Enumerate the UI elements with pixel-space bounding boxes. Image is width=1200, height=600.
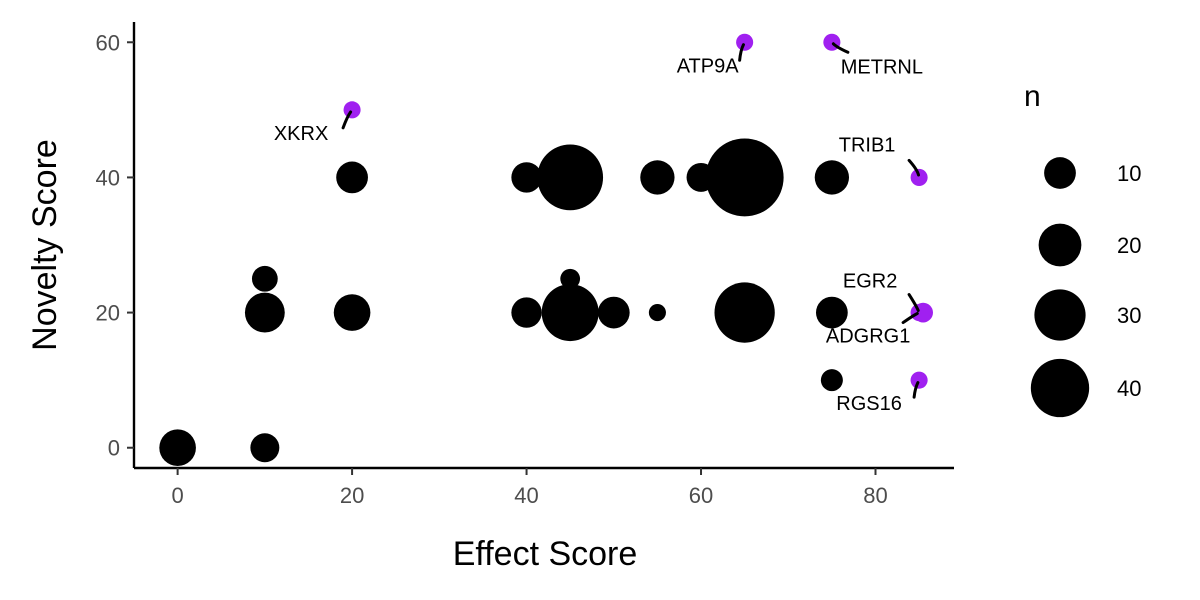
data-point [336,161,368,194]
label-segment-egr2 [907,293,920,312]
legend-label: 30 [1117,303,1141,328]
label-segment-atp9a [738,43,745,62]
gene-label-rgs16: RGS16 [836,393,902,415]
data-point [251,265,278,292]
x-tick-label: 60 [689,483,713,508]
legend-label: 40 [1117,376,1141,401]
gene-label-xkrx: XKRX [274,123,328,145]
ticks-layer: 0 20 40 60 80 0 20 40 60 [96,30,888,508]
legend-key-30 [1034,289,1086,341]
y-tick-label: 20 [96,301,120,326]
data-point [333,294,371,331]
gene-label-adgrg1: ADGRG1 [826,326,910,348]
legend-title: n [1024,80,1041,113]
y-tick-label: 0 [108,436,120,461]
highlight-point-xkrx [343,101,361,119]
data-point [250,433,280,463]
data-point [640,160,675,195]
data-point [820,369,843,392]
size-legend: n 10 20 30 40 [1024,80,1141,418]
legend-label: 20 [1117,233,1141,258]
highlight-point-atp9a [736,33,754,51]
data-point [815,296,848,329]
data-point [511,162,542,193]
x-axis-title: Effect Score [453,535,638,573]
label-segment-adgrg1 [901,311,919,325]
axes-layer [132,22,954,470]
gene-label-trib1: TRIB1 [839,134,896,156]
gene-label-metrnl: METRNL [841,56,923,78]
y-axis-title: Novelty Score [26,139,64,351]
label-segment-metrnl [831,42,850,54]
data-point [511,297,542,328]
data-point [537,144,604,211]
x-tick-label: 20 [340,483,364,508]
data-point [714,282,775,343]
x-tick-label: 0 [171,483,183,508]
data-point [705,138,784,217]
highlight-point-rgs16 [910,371,928,389]
gene-labels-layer: ATP9A METRNL XKRX TRIB1 EGR2 ADGRG1 RGS16 [274,55,923,415]
legend-key-20 [1038,223,1082,267]
label-segment-trib1 [907,158,921,177]
highlight-point-adgrg1 [910,304,928,322]
data-point [560,268,581,289]
data-point [159,429,196,467]
data-point [244,292,285,333]
gene-label-atp9a: ATP9A [677,55,740,77]
label-segments-layer [341,42,921,399]
points-layer [159,33,933,467]
y-tick-label: 60 [96,30,120,55]
label-segment-xkrx [341,110,353,130]
x-tick-label: 80 [863,483,887,508]
x-tick-label: 40 [514,483,538,508]
y-tick-label: 40 [96,165,120,190]
data-point [541,284,599,342]
label-segment-rgs16 [912,381,920,399]
gene-label-egr2: EGR2 [843,271,897,293]
legend-key-10 [1044,157,1076,189]
highlight-point-trib1 [910,168,928,186]
data-point [814,160,850,195]
data-point [648,304,666,322]
legend-label: 10 [1117,161,1141,186]
legend-key-40 [1030,358,1090,418]
data-point [597,296,630,329]
